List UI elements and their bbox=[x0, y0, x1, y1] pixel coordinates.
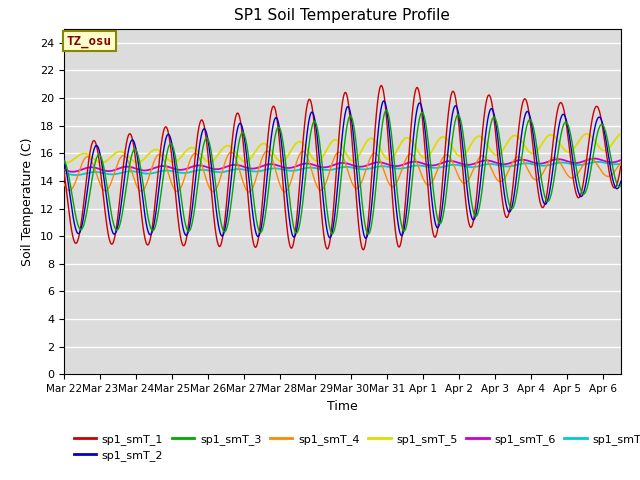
sp1_smT_7 bbox=[499, 163, 506, 169]
sp1_smT_6 bbox=[331, 162, 339, 168]
sp1_smT_7 bbox=[602, 160, 609, 166]
sp1_smT_3 bbox=[60, 158, 68, 164]
sp1_smT_1 bbox=[499, 202, 507, 207]
sp1_smT_1 bbox=[601, 140, 609, 146]
sp1_smT_4 bbox=[88, 160, 96, 166]
sp1_smT_1 bbox=[378, 83, 385, 88]
sp1_smT_4 bbox=[499, 178, 507, 183]
sp1_smT_4 bbox=[317, 187, 324, 193]
sp1_smT_2 bbox=[362, 235, 369, 241]
sp1_smT_2 bbox=[601, 132, 609, 137]
sp1_smT_4 bbox=[602, 172, 609, 178]
sp1_smT_4 bbox=[332, 153, 339, 158]
sp1_smT_5 bbox=[617, 131, 625, 137]
sp1_smT_5 bbox=[601, 148, 609, 154]
sp1_smT_5 bbox=[316, 157, 324, 163]
sp1_smT_1 bbox=[88, 140, 96, 145]
Title: SP1 Soil Temperature Profile: SP1 Soil Temperature Profile bbox=[234, 9, 451, 24]
Line: sp1_smT_7: sp1_smT_7 bbox=[64, 162, 621, 175]
sp1_smT_3 bbox=[383, 108, 390, 113]
sp1_smT_1 bbox=[359, 247, 367, 252]
sp1_smT_1 bbox=[60, 168, 68, 174]
sp1_smT_5 bbox=[499, 147, 506, 153]
sp1_smT_6 bbox=[60, 167, 68, 173]
sp1_smT_6 bbox=[499, 161, 506, 167]
sp1_smT_4 bbox=[601, 172, 609, 178]
sp1_smT_2 bbox=[60, 156, 68, 161]
sp1_smT_7 bbox=[316, 166, 324, 172]
sp1_smT_5 bbox=[601, 148, 609, 154]
sp1_smT_7 bbox=[72, 172, 80, 178]
sp1_smT_3 bbox=[601, 127, 609, 132]
sp1_smT_4 bbox=[263, 148, 271, 154]
sp1_smT_2 bbox=[331, 213, 339, 218]
sp1_smT_6 bbox=[68, 169, 76, 175]
sp1_smT_3 bbox=[499, 161, 507, 167]
Line: sp1_smT_6: sp1_smT_6 bbox=[64, 158, 621, 172]
sp1_smT_2 bbox=[380, 98, 388, 104]
sp1_smT_3 bbox=[364, 231, 372, 237]
sp1_smT_7 bbox=[594, 159, 602, 165]
sp1_smT_1 bbox=[331, 190, 339, 195]
sp1_smT_4 bbox=[60, 181, 68, 187]
sp1_smT_3 bbox=[602, 128, 609, 133]
Legend: sp1_smT_1, sp1_smT_2, sp1_smT_3, sp1_smT_4, sp1_smT_5, sp1_smT_6, sp1_smT_7: sp1_smT_1, sp1_smT_2, sp1_smT_3, sp1_smT… bbox=[70, 429, 640, 466]
Line: sp1_smT_1: sp1_smT_1 bbox=[64, 85, 621, 250]
sp1_smT_5 bbox=[60, 160, 68, 166]
sp1_smT_2 bbox=[602, 133, 609, 139]
sp1_smT_6 bbox=[89, 165, 97, 170]
sp1_smT_1 bbox=[316, 192, 324, 197]
sp1_smT_5 bbox=[62, 160, 70, 166]
sp1_smT_1 bbox=[617, 163, 625, 169]
sp1_smT_5 bbox=[331, 137, 339, 143]
Line: sp1_smT_3: sp1_smT_3 bbox=[64, 110, 621, 234]
sp1_smT_6 bbox=[617, 157, 625, 163]
sp1_smT_3 bbox=[88, 174, 96, 180]
sp1_smT_6 bbox=[602, 158, 609, 164]
sp1_smT_3 bbox=[617, 183, 625, 189]
sp1_smT_6 bbox=[316, 164, 324, 170]
X-axis label: Time: Time bbox=[327, 400, 358, 413]
Line: sp1_smT_2: sp1_smT_2 bbox=[64, 101, 621, 238]
sp1_smT_3 bbox=[316, 143, 324, 148]
sp1_smT_7 bbox=[601, 160, 609, 166]
sp1_smT_7 bbox=[617, 161, 625, 167]
sp1_smT_6 bbox=[590, 156, 598, 161]
Line: sp1_smT_4: sp1_smT_4 bbox=[64, 151, 621, 192]
Y-axis label: Soil Temperature (C): Soil Temperature (C) bbox=[22, 137, 35, 266]
Text: TZ_osu: TZ_osu bbox=[67, 35, 112, 48]
sp1_smT_7 bbox=[60, 170, 68, 176]
sp1_smT_7 bbox=[89, 169, 97, 175]
Line: sp1_smT_5: sp1_smT_5 bbox=[64, 134, 621, 163]
sp1_smT_1 bbox=[602, 142, 609, 148]
sp1_smT_6 bbox=[601, 158, 609, 164]
sp1_smT_5 bbox=[89, 155, 97, 161]
sp1_smT_2 bbox=[617, 179, 625, 184]
sp1_smT_4 bbox=[617, 160, 625, 166]
sp1_smT_7 bbox=[331, 166, 339, 172]
sp1_smT_2 bbox=[499, 181, 507, 187]
sp1_smT_2 bbox=[88, 153, 96, 159]
sp1_smT_3 bbox=[331, 226, 339, 231]
sp1_smT_4 bbox=[245, 189, 253, 195]
sp1_smT_2 bbox=[316, 162, 324, 168]
